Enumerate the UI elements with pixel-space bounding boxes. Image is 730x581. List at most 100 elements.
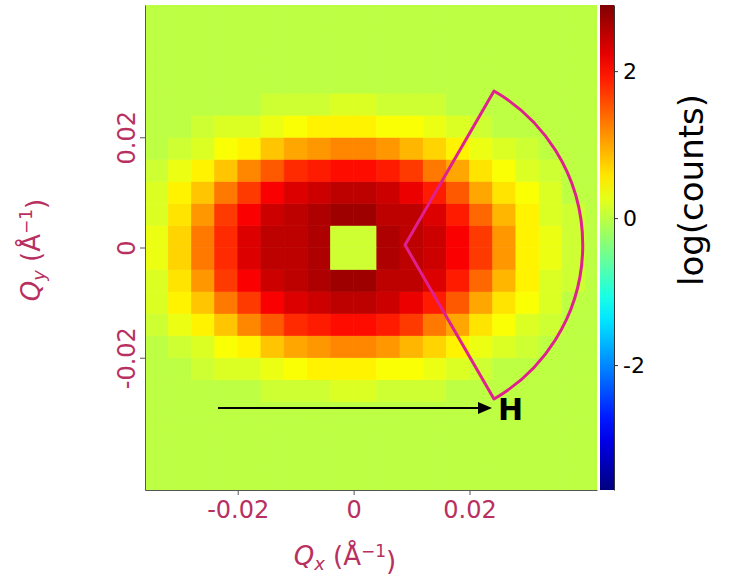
heatmap-cell — [215, 225, 238, 247]
heatmap-cell — [284, 159, 307, 181]
heatmap-cell — [191, 5, 214, 27]
heatmap-cell — [516, 49, 539, 71]
heatmap-cell — [400, 314, 423, 336]
heatmap-cell — [215, 380, 238, 402]
heatmap-cell — [446, 203, 469, 225]
heatmap-cell — [585, 115, 597, 137]
heatmap-cell — [307, 49, 330, 71]
heatmap-cell — [330, 270, 353, 292]
heatmap-cell — [145, 225, 168, 247]
heatmap-cell — [168, 248, 191, 270]
heatmap-cell — [470, 424, 493, 446]
heatmap-cell — [145, 71, 168, 93]
heatmap-cell — [354, 181, 377, 203]
heatmap-cell — [330, 424, 353, 446]
heatmap-cell — [539, 49, 562, 71]
heatmap-cell — [284, 181, 307, 203]
axis-title-part: ) — [386, 546, 396, 576]
heatmap-cell — [238, 292, 261, 314]
heatmap-cell — [238, 159, 261, 181]
heatmap-cell — [238, 424, 261, 446]
heatmap-cell — [377, 336, 400, 358]
heatmap-cell — [493, 27, 516, 49]
heatmap-cell — [446, 181, 469, 203]
heatmap-cell — [493, 181, 516, 203]
heatmap-cell — [539, 446, 562, 468]
heatmap-cell — [377, 71, 400, 93]
heatmap-cell — [145, 203, 168, 225]
heatmap-cell — [585, 270, 597, 292]
heatmap-cell — [307, 115, 330, 137]
heatmap-cell — [516, 292, 539, 314]
heatmap-cell — [446, 424, 469, 446]
heatmap-cell — [354, 314, 377, 336]
heatmap-cell — [330, 336, 353, 358]
heatmap-cell — [284, 137, 307, 159]
heatmap-cell — [423, 380, 446, 402]
heatmap-cell — [493, 314, 516, 336]
heatmap-cell — [284, 203, 307, 225]
x-tick: 0.02 — [443, 490, 496, 524]
heatmap-cell — [539, 292, 562, 314]
heatmap-cell — [400, 358, 423, 380]
heatmap-cell — [307, 203, 330, 225]
heatmap-cell — [354, 49, 377, 71]
heatmap-cell — [539, 93, 562, 115]
heatmap-cell — [145, 358, 168, 380]
heatmap-cell — [215, 248, 238, 270]
heatmap-cell — [354, 292, 377, 314]
axis-title-part: ) — [21, 199, 51, 209]
heatmap-cell — [145, 49, 168, 71]
heatmap-cell — [284, 358, 307, 380]
heatmap-cell — [284, 5, 307, 27]
heatmap-cell — [470, 49, 493, 71]
heatmap-cell — [145, 424, 168, 446]
heatmap-cell — [145, 93, 168, 115]
heatmap-cell — [330, 446, 353, 468]
axis-title-part: (Å — [325, 540, 361, 571]
heatmap-cell — [470, 402, 493, 424]
heatmap-cell — [354, 115, 377, 137]
heatmap-cell — [145, 292, 168, 314]
x-tick: -0.02 — [207, 490, 269, 524]
heatmap-cell — [539, 181, 562, 203]
heatmap-cell — [330, 49, 353, 71]
colorbar-tick-mark — [614, 218, 618, 219]
heatmap-cell — [446, 49, 469, 71]
heatmap-cell — [191, 203, 214, 225]
heatmap-cell — [168, 358, 191, 380]
heatmap-cell — [261, 115, 284, 137]
heatmap-cell — [168, 380, 191, 402]
heatmap-cell — [238, 5, 261, 27]
heatmap-cell — [423, 27, 446, 49]
heatmap-cell — [238, 358, 261, 380]
heatmap-cell — [516, 159, 539, 181]
heatmap-cell — [539, 402, 562, 424]
heatmap-cell — [562, 336, 585, 358]
heatmap-cell — [145, 159, 168, 181]
heatmap-cell — [238, 336, 261, 358]
heatmap-cell — [261, 181, 284, 203]
heatmap-cell — [354, 5, 377, 27]
heatmap-cell — [307, 336, 330, 358]
heatmap-cell — [261, 292, 284, 314]
heatmap-cell — [215, 181, 238, 203]
heatmap-cell — [215, 5, 238, 27]
heatmap-cell — [585, 380, 597, 402]
heatmap-cell — [191, 314, 214, 336]
heatmap-cell — [145, 5, 168, 27]
heatmap-cell — [330, 71, 353, 93]
heatmap-cell — [400, 49, 423, 71]
heatmap-cell — [585, 292, 597, 314]
heatmap-cell — [493, 424, 516, 446]
heatmap-cell — [493, 71, 516, 93]
colorbar-axis: -202 — [614, 6, 645, 491]
heatmap-cell — [585, 203, 597, 225]
field-arrow-line — [218, 407, 480, 409]
heatmap-cell — [493, 468, 516, 490]
heatmap-cell — [307, 358, 330, 380]
heatmap-cell — [238, 270, 261, 292]
heatmap-cell — [215, 446, 238, 468]
heatmap-cell — [191, 71, 214, 93]
heatmap-cell — [307, 5, 330, 27]
